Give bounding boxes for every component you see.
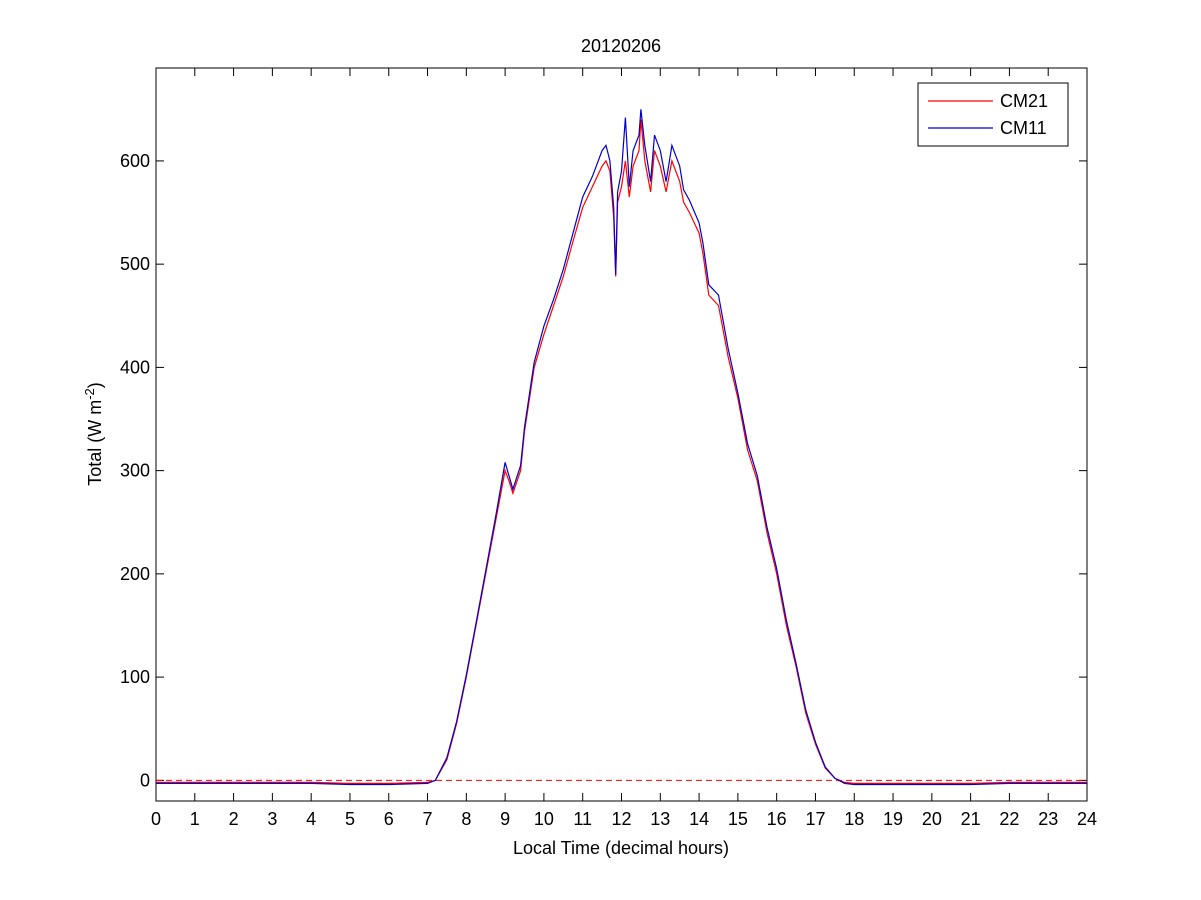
x-tick-label: 9 bbox=[500, 809, 510, 829]
legend-box bbox=[917, 82, 1069, 147]
x-tick-label: 20 bbox=[922, 809, 942, 829]
x-tick-label: 13 bbox=[650, 809, 670, 829]
x-tick-label: 5 bbox=[345, 809, 355, 829]
y-tick-label: 200 bbox=[120, 564, 150, 584]
x-tick-label: 24 bbox=[1077, 809, 1097, 829]
x-tick-label: 19 bbox=[883, 809, 903, 829]
x-tick-label: 11 bbox=[573, 809, 592, 829]
x-tick-label: 12 bbox=[611, 809, 631, 829]
x-tick-label: 2 bbox=[229, 809, 239, 829]
x-tick-label: 6 bbox=[384, 809, 394, 829]
y-tick-label: 400 bbox=[120, 357, 150, 377]
cm11-series-line bbox=[156, 109, 1087, 786]
legend-label-cm11: CM11 bbox=[1000, 118, 1047, 138]
chart-title: 20120206 bbox=[581, 36, 661, 56]
plot-area bbox=[155, 67, 1088, 802]
y-tick-label: 500 bbox=[120, 254, 150, 274]
legend: CM21 CM11 bbox=[917, 82, 1069, 147]
x-tick-label: 8 bbox=[461, 809, 471, 829]
y-tick-label: 0 bbox=[140, 770, 150, 790]
y-tick-label: 100 bbox=[120, 667, 150, 687]
y-axis-ticks: 0 100 200 300 400 500 600 bbox=[120, 151, 1087, 790]
x-tick-label: 18 bbox=[844, 809, 864, 829]
y-tick-label: 300 bbox=[120, 461, 150, 481]
x-tick-label: 17 bbox=[805, 809, 825, 829]
x-tick-label: 7 bbox=[423, 809, 433, 829]
x-tick-label: 23 bbox=[1038, 809, 1058, 829]
x-tick-label: 22 bbox=[999, 809, 1019, 829]
x-tick-label: 14 bbox=[689, 809, 709, 829]
x-tick-label: 4 bbox=[306, 809, 316, 829]
x-axis-ticks: 0 1 2 3 4 5 6 7 8 9 10 11 12 13 14 15 16 17 18 19 20 21 22 23 24 bbox=[151, 68, 1097, 829]
y-tick-label: 600 bbox=[120, 151, 150, 171]
legend-label-cm21: CM21 bbox=[1000, 91, 1048, 111]
x-tick-label: 3 bbox=[267, 809, 277, 829]
x-axis-label: Local Time (decimal hours) bbox=[513, 838, 729, 858]
x-tick-label: 21 bbox=[961, 809, 981, 829]
x-tick-label: 0 bbox=[151, 809, 161, 829]
x-tick-label: 10 bbox=[534, 809, 554, 829]
y-axis-label: Total (W m-2) bbox=[82, 382, 105, 486]
x-tick-label: 1 bbox=[190, 809, 200, 829]
x-tick-label: 15 bbox=[728, 809, 748, 829]
x-tick-label: 16 bbox=[767, 809, 787, 829]
